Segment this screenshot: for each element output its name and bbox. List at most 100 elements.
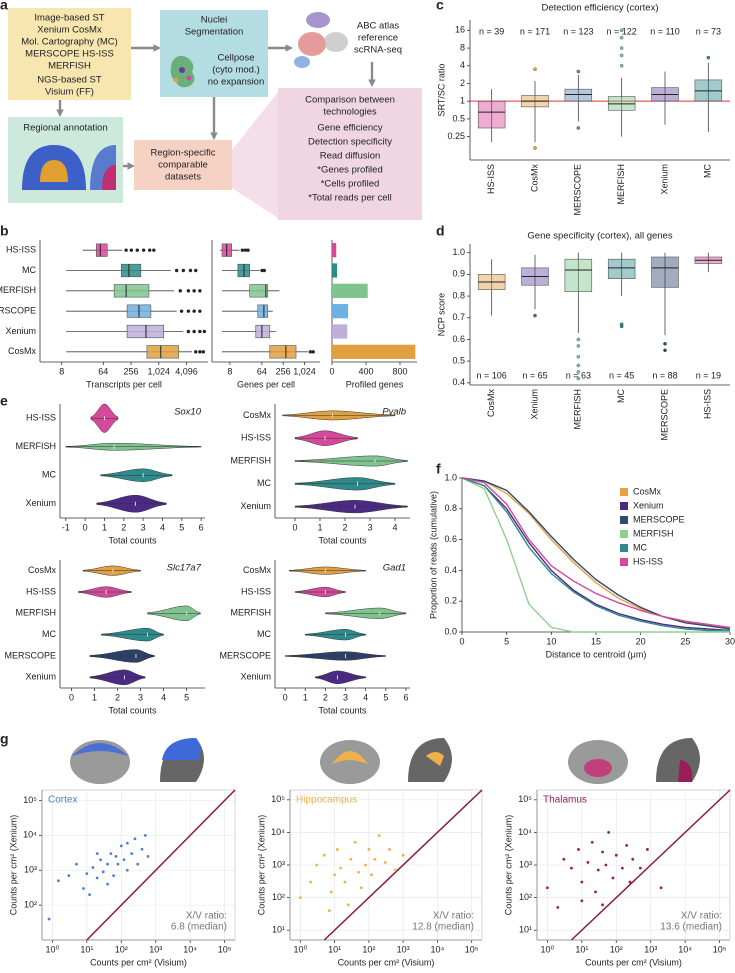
category-label: CosMx <box>243 565 272 575</box>
brain-hemi <box>656 738 700 782</box>
point <box>601 850 604 854</box>
brain-icon <box>102 165 116 190</box>
annotation: 12.8 (median) <box>412 922 474 933</box>
point <box>116 862 120 866</box>
atlas-icon <box>294 56 310 68</box>
box <box>564 88 593 102</box>
category-label: MERSCOPE <box>0 306 36 316</box>
x-tick-label: 1,024 <box>293 366 316 376</box>
point <box>47 917 51 921</box>
n-label: n = 88 <box>652 370 677 380</box>
point <box>614 853 618 857</box>
outlier <box>576 344 581 348</box>
category-label: HS-ISS <box>241 433 271 443</box>
point <box>346 903 350 907</box>
x-tick-label: 3 <box>138 692 143 702</box>
outlier <box>619 64 624 68</box>
y-tick-label: 0.25 <box>447 131 465 141</box>
outlier <box>619 53 624 58</box>
point <box>82 887 85 890</box>
diagram-text: *Total reads per cell <box>308 193 391 204</box>
point <box>370 873 373 877</box>
diagram-box <box>278 88 422 220</box>
x-tick-label: 2 <box>121 522 126 532</box>
box <box>120 263 142 278</box>
outlier <box>663 348 667 353</box>
annotation: 6.8 (median) <box>171 922 227 933</box>
chart-title: Detection efficiency (cortex) <box>541 3 658 14</box>
y-tick-label: 10⁴ <box>518 827 532 837</box>
y-tick-label: 10¹ <box>519 925 532 935</box>
category-label: Xenium <box>5 326 36 336</box>
category-label: Xenium <box>240 501 271 511</box>
brain-icon <box>40 160 68 182</box>
point <box>373 857 377 861</box>
diagram-text: reference <box>358 33 398 44</box>
y-tick-label: 0.2 <box>444 596 457 606</box>
bar <box>332 344 416 359</box>
category-label: HS-ISS <box>6 245 36 255</box>
point <box>339 866 343 870</box>
outlier <box>152 248 156 252</box>
category-label: Xenium <box>659 164 669 195</box>
y-tick-label: 10² <box>24 899 37 909</box>
point <box>315 863 319 867</box>
point <box>122 858 126 862</box>
gene-label: Pvalb <box>382 407 406 418</box>
x-tick-label: 10⁰ <box>46 944 60 954</box>
x-axis-label: Total counts <box>318 705 367 715</box>
x-tick-label: 4 <box>160 522 165 532</box>
point <box>95 852 99 856</box>
outlier <box>576 69 581 74</box>
x-axis-label: Genes per cell <box>237 379 295 389</box>
diagram-text: comparable <box>158 160 208 171</box>
legend-label: CosMx <box>633 486 662 496</box>
y-tick-label: 0.6 <box>444 534 457 544</box>
point <box>125 868 129 872</box>
y-tick-label: 10¹ <box>272 925 285 935</box>
box <box>607 258 636 280</box>
category-label: MERSCOPE <box>573 164 583 216</box>
region-label: Hippocampus <box>296 795 357 806</box>
y-tick-label: 10² <box>519 892 532 902</box>
point <box>75 862 78 866</box>
category-label: HS-ISS <box>26 586 56 596</box>
point <box>607 831 611 834</box>
outlier <box>576 376 581 381</box>
plot-frame <box>536 789 731 941</box>
x-tick-label: 1 <box>317 522 322 532</box>
outlier <box>201 350 206 354</box>
diagram-text: MERFISH <box>48 61 91 72</box>
x-axis-label: Total counts <box>108 535 157 545</box>
category-label: MC <box>257 629 271 639</box>
x-axis-label: Counts per cm² (Visium) <box>90 957 187 967</box>
point <box>577 848 580 851</box>
x-tick-label: 5 <box>383 692 388 702</box>
category-label: Xenium <box>529 389 539 420</box>
outlier <box>198 350 202 354</box>
outlier <box>576 363 581 368</box>
y-tick-label: 10³ <box>272 859 285 869</box>
y-axis-label: Counts per cm² (Xenium) <box>8 815 18 916</box>
x-tick-label: 0 <box>69 692 74 702</box>
x-tick-label: 10⁵ <box>713 944 727 954</box>
y-tick-label: 16 <box>455 25 465 35</box>
diagram-text: Image-based ST <box>34 13 104 24</box>
diagram-text: Cellpose <box>218 53 255 64</box>
point <box>327 909 331 912</box>
point <box>329 890 333 894</box>
brain-thumbnails <box>70 738 700 784</box>
y-tick-label: 10⁴ <box>23 830 37 840</box>
panel-label: a <box>0 0 8 13</box>
line <box>461 477 730 632</box>
legend-swatch <box>620 488 628 496</box>
point <box>353 840 357 844</box>
x-tick-label: 10² <box>610 944 623 954</box>
diagram-text: *Genes profiled <box>317 165 382 176</box>
legend-swatch <box>620 502 628 510</box>
y-axis-label: NCP score <box>436 293 446 336</box>
x-tick-label: 5 <box>504 636 509 646</box>
point <box>359 886 363 890</box>
point <box>388 848 391 851</box>
y-axis-label: Counts per cm² (Xenium) <box>503 815 513 916</box>
